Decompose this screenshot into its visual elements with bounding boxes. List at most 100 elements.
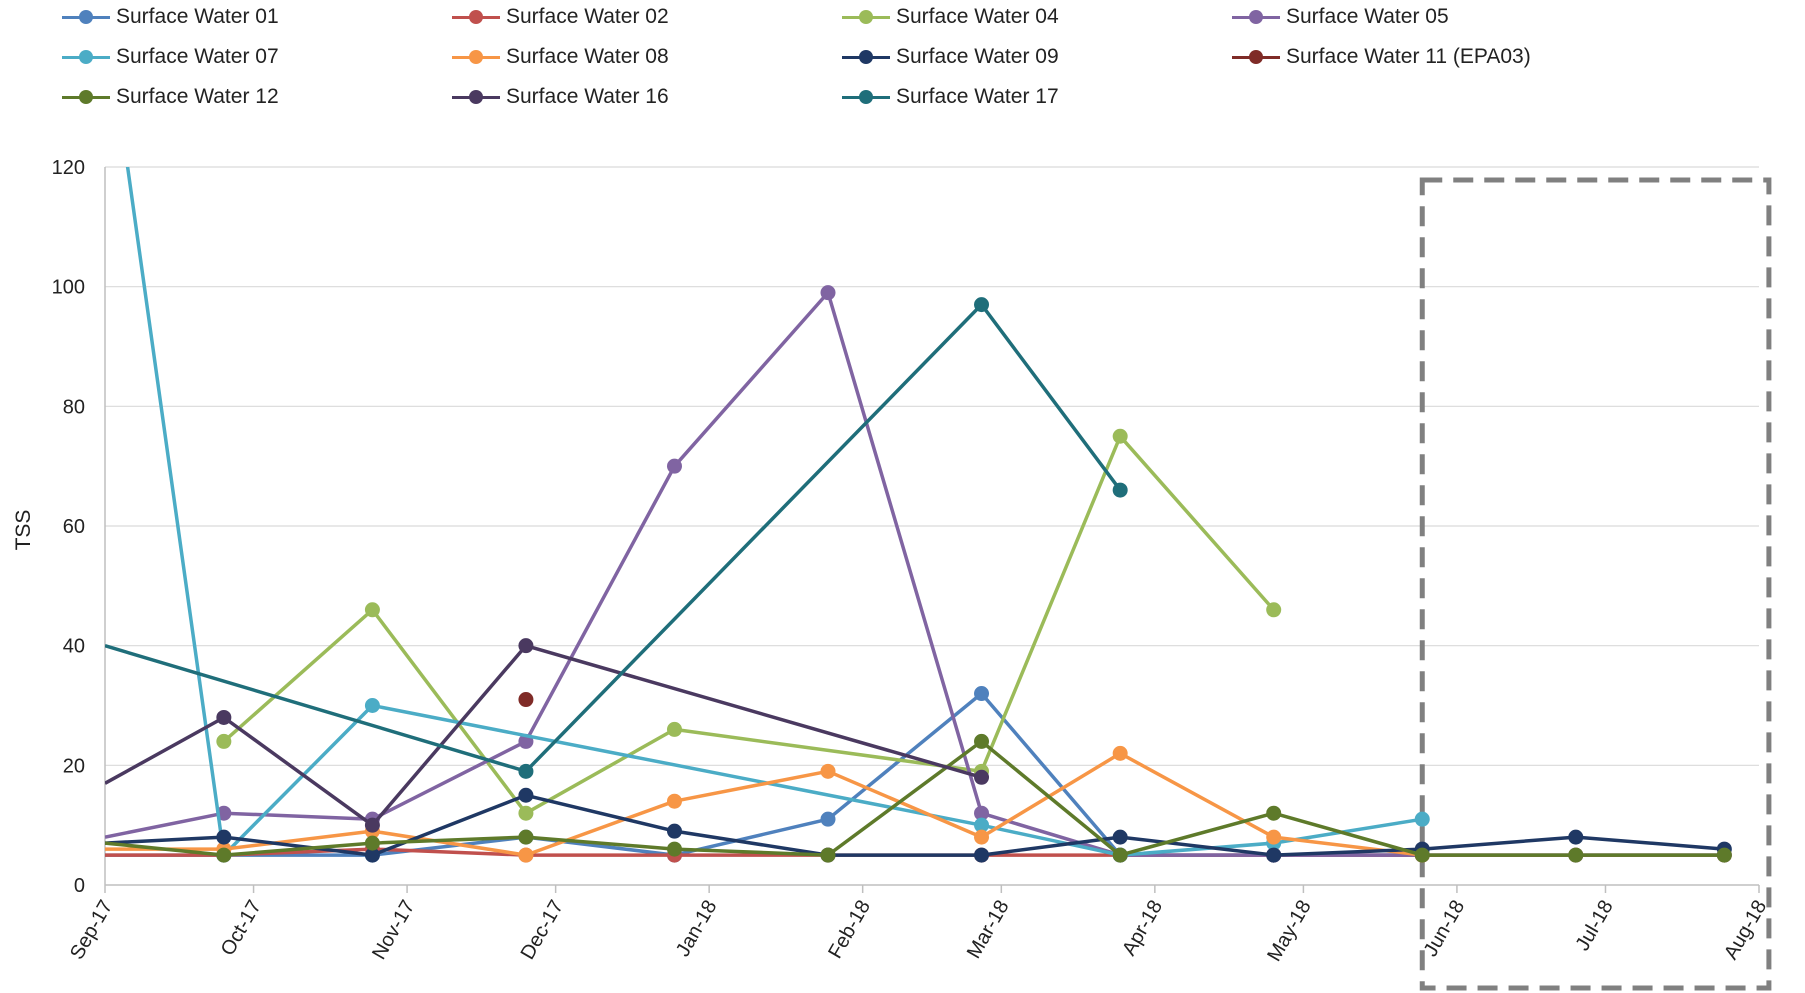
legend-item: Surface Water 02 xyxy=(450,5,669,29)
series-surface-water-01 xyxy=(105,686,1732,863)
y-axis-label: TSS xyxy=(12,510,35,551)
data-point xyxy=(974,829,990,845)
data-point xyxy=(518,847,534,863)
data-point xyxy=(1112,428,1128,444)
x-tick-label: Jul-18 xyxy=(1572,897,1618,955)
legend-item: Surface Water 05 xyxy=(1230,5,1449,29)
legend-swatch xyxy=(1230,5,1282,29)
series-line xyxy=(105,793,1725,857)
data-point xyxy=(666,721,682,737)
data-point xyxy=(364,835,380,851)
data-point xyxy=(974,817,990,833)
data-point xyxy=(974,847,990,863)
legend-label: Surface Water 16 xyxy=(506,85,669,108)
data-point xyxy=(518,805,534,821)
legend-swatch xyxy=(450,5,502,29)
legend-item: Surface Water 16 xyxy=(450,85,669,109)
data-point xyxy=(1266,602,1282,618)
data-point xyxy=(1414,811,1430,827)
data-point xyxy=(216,733,232,749)
data-point xyxy=(666,793,682,809)
y-tick-label: 20 xyxy=(63,755,85,777)
legend-label: Surface Water 09 xyxy=(896,45,1059,68)
legend-swatch xyxy=(60,5,112,29)
legend-label: Surface Water 05 xyxy=(1286,5,1449,28)
data-point xyxy=(1568,829,1584,845)
x-tick-label: Aug-18 xyxy=(1720,897,1771,964)
legend-swatch xyxy=(60,45,112,69)
data-point xyxy=(364,817,380,833)
series-surface-water-09 xyxy=(105,787,1732,863)
x-tick-label: Mar-18 xyxy=(963,897,1014,963)
legend-item: Surface Water 08 xyxy=(450,45,669,69)
data-point xyxy=(820,811,836,827)
legend-label: Surface Water 02 xyxy=(506,5,669,28)
data-point xyxy=(518,829,534,845)
data-point xyxy=(1568,847,1584,863)
data-point xyxy=(518,787,534,803)
legend-swatch xyxy=(840,85,892,109)
data-point xyxy=(1112,745,1128,761)
x-tick-label: Jun-18 xyxy=(1420,897,1470,961)
legend-swatch xyxy=(450,85,502,109)
data-point xyxy=(666,458,682,474)
highlight-box xyxy=(1419,177,1772,991)
data-point xyxy=(820,763,836,779)
chart-legend: Surface Water 01 Surface Water 02 Surface … xyxy=(60,0,1800,115)
legend-item: Surface Water 04 xyxy=(840,5,1059,29)
x-tick-label: Jan-18 xyxy=(672,897,722,961)
y-tick-label: 80 xyxy=(63,396,85,418)
data-point xyxy=(1112,829,1128,845)
series-line xyxy=(105,290,1423,857)
y-tick-label: 0 xyxy=(74,875,85,897)
series-line xyxy=(105,751,1423,857)
legend-label: Surface Water 17 xyxy=(896,85,1059,108)
data-point xyxy=(974,769,990,785)
series-line xyxy=(125,167,1423,857)
data-point xyxy=(518,638,534,654)
data-point xyxy=(1266,847,1282,863)
x-tick-label: Oct-17 xyxy=(217,897,266,960)
legend-label: Surface Water 07 xyxy=(116,45,279,68)
x-tick-label: Dec-17 xyxy=(517,897,568,964)
data-point xyxy=(216,709,232,725)
data-point xyxy=(974,686,990,702)
legend-item: Surface Water 17 xyxy=(840,85,1059,109)
legend-label: Surface Water 12 xyxy=(116,85,279,108)
data-point xyxy=(1266,805,1282,821)
data-point xyxy=(216,847,232,863)
data-point xyxy=(1266,829,1282,845)
highlight-box-layer xyxy=(1419,177,1772,991)
data-point xyxy=(974,297,990,313)
y-tick-label: 60 xyxy=(63,516,85,538)
data-point xyxy=(820,847,836,863)
data-point xyxy=(820,285,836,301)
data-point xyxy=(1112,847,1128,863)
legend-item: Surface Water 01 xyxy=(60,5,279,29)
y-tick-label: 120 xyxy=(52,157,85,179)
series-surface-water-17 xyxy=(105,297,1128,779)
legend-swatch xyxy=(450,45,502,69)
series-surface-water-11-epa03 xyxy=(518,692,534,708)
x-tick-label: Sep-17 xyxy=(66,897,117,964)
data-point xyxy=(1414,847,1430,863)
data-point xyxy=(364,602,380,618)
legend-swatch xyxy=(60,85,112,109)
legend-item: Surface Water 09 xyxy=(840,45,1059,69)
x-tick-label: Apr-18 xyxy=(1118,897,1167,960)
data-point xyxy=(216,829,232,845)
axes: 0 20 40 60 80 100 120 Sep-17 Oct-17 Nov-17 Dec-17 J… xyxy=(52,157,1772,965)
legend-item: Surface Water 07 xyxy=(60,45,279,69)
series-surface-water-12 xyxy=(105,733,1732,863)
legend-swatch xyxy=(1230,45,1282,69)
x-tick-label: May-18 xyxy=(1263,897,1315,966)
gridlines xyxy=(105,166,1759,766)
data-point xyxy=(518,692,534,708)
legend-item: Surface Water 12 xyxy=(60,85,279,109)
series-line xyxy=(105,739,1725,857)
data-point xyxy=(1716,847,1732,863)
series-surface-water-07 xyxy=(125,167,1430,863)
legend-label: Surface Water 04 xyxy=(896,5,1059,28)
legend-item: Surface Water 11 (EPA03) xyxy=(1230,45,1531,69)
